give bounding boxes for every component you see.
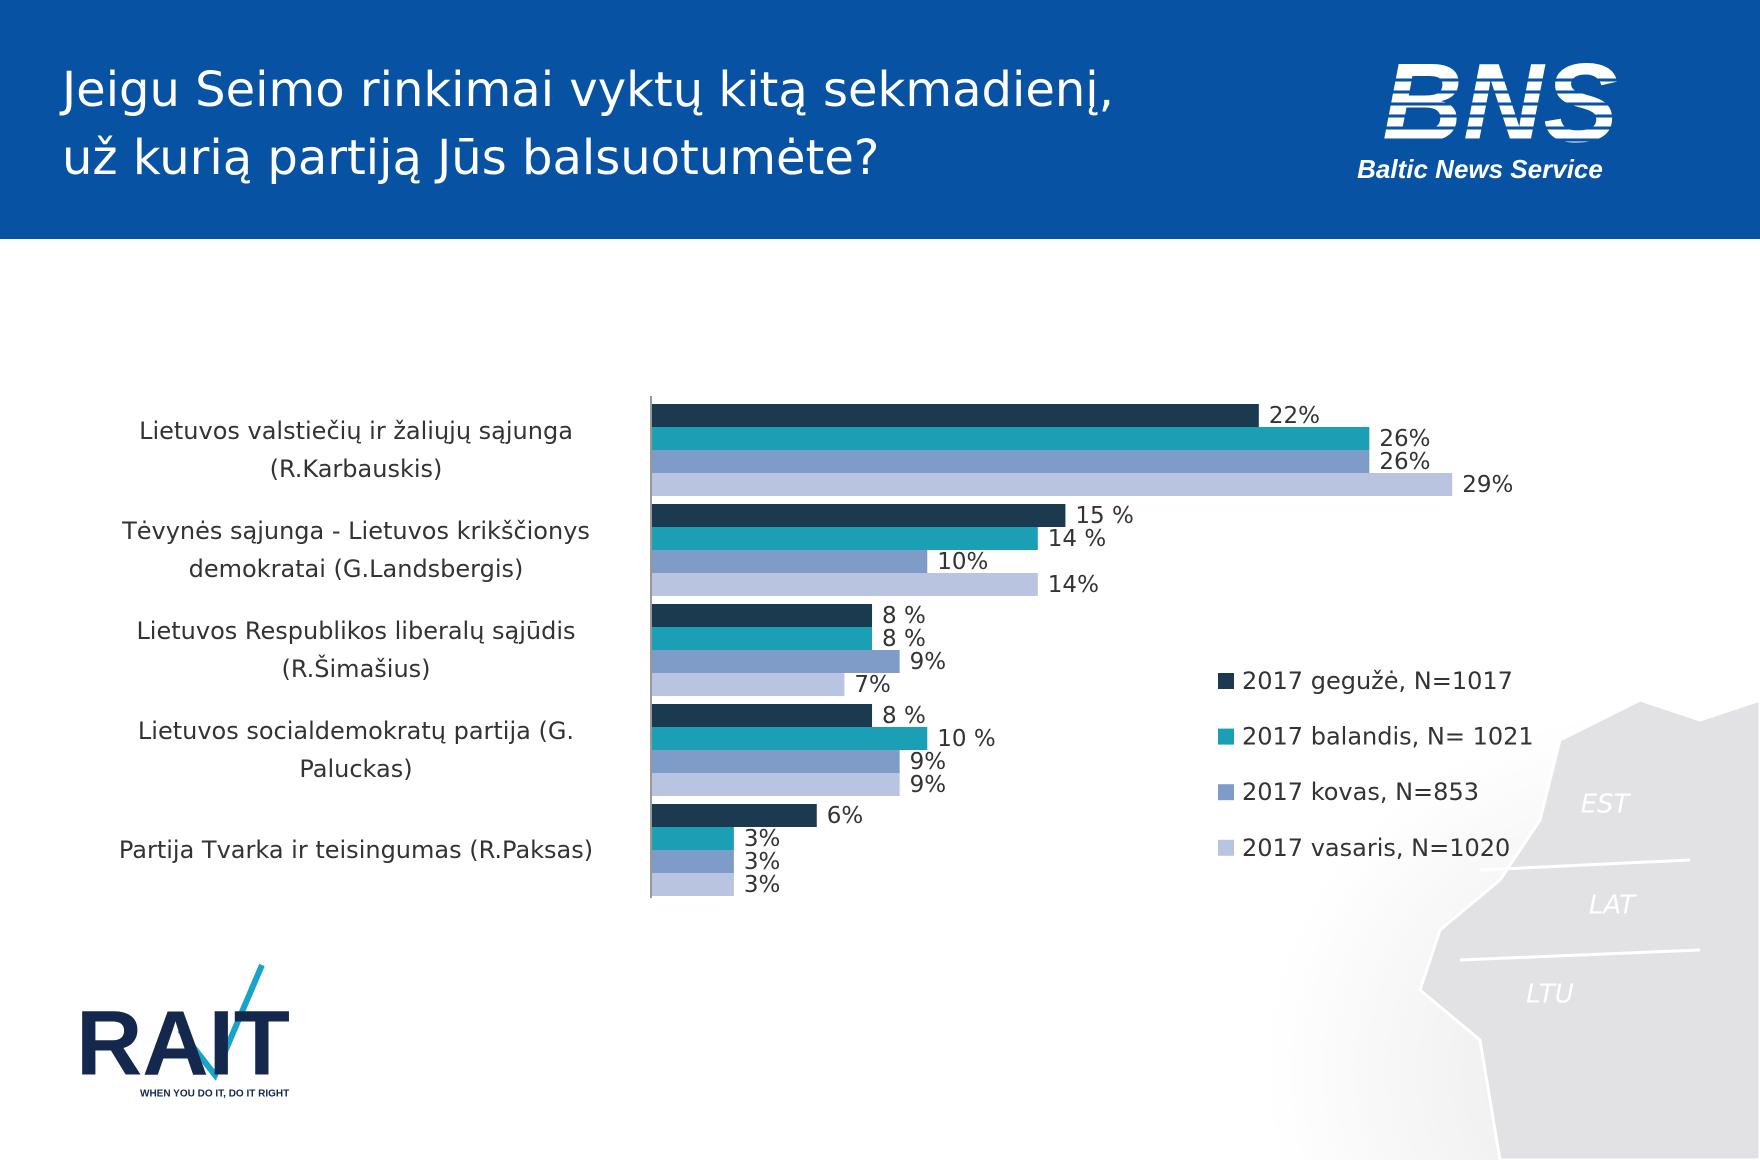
value-label: 6%: [827, 803, 864, 829]
value-label: 26%: [1379, 449, 1430, 475]
category-label: Tėvynės sąjunga - Lietuvos krikščionys d…: [122, 517, 590, 583]
legend-swatch: [1218, 728, 1234, 745]
category-label: Lietuvos valstiečių ir žaliųjų sąjunga (…: [139, 417, 573, 483]
logo-stripes: [1350, 78, 1650, 142]
value-label: 8 %: [882, 703, 926, 729]
bar: [651, 450, 1370, 473]
rait-tagline: WHEN YOU DO IT, DO IT RIGHT: [140, 1089, 289, 1100]
category-label: Lietuvos socialdemokratų partija (G. Pal…: [137, 717, 575, 783]
legend-label: 2017 gegužė, N=1017: [1242, 667, 1513, 695]
bar: [651, 827, 734, 850]
bar: [651, 404, 1259, 427]
bar: [651, 673, 845, 696]
bar: [651, 550, 928, 573]
map-label: LTU: [1526, 980, 1574, 1010]
legend-label: 2017 vasaris, N=1020: [1242, 834, 1510, 862]
bar: [651, 850, 734, 873]
bar: [651, 873, 734, 896]
value-label: 22%: [1269, 403, 1320, 429]
bar: [651, 573, 1038, 596]
value-label: 7%: [854, 672, 891, 698]
value-label: 14 %: [1048, 526, 1106, 552]
value-label: 10 %: [937, 726, 995, 752]
rait-check: [177, 963, 265, 1081]
value-label: 8 %: [882, 626, 926, 652]
legend-swatch: [1218, 839, 1234, 856]
bar: [651, 750, 900, 773]
value-label: 15 %: [1075, 503, 1133, 529]
value-label: 9%: [910, 749, 947, 775]
category-label: Partija Tvarka ir teisingumas (R.Paksas): [118, 836, 594, 864]
value-label: 3%: [744, 872, 781, 898]
title: Jeigu Seimo rinkimai vyktų kitą sekmadie…: [62, 62, 1114, 186]
bar: [651, 504, 1066, 527]
value-label: 8 %: [882, 603, 926, 629]
header-band: [0, 0, 1760, 239]
value-label: 29%: [1462, 472, 1513, 498]
bar: [651, 650, 900, 673]
legend-swatch: [1218, 784, 1234, 801]
bar: [651, 604, 873, 627]
bar: [651, 727, 928, 750]
map-label: EST: [1581, 790, 1632, 820]
value-label: 9%: [910, 772, 947, 798]
bar: [651, 427, 1370, 450]
category-label: Lietuvos Respublikos liberalų sąjūdis (R…: [136, 617, 576, 683]
bar: [651, 804, 817, 827]
bar: [651, 627, 873, 650]
value-label: 3%: [744, 826, 781, 852]
bar: [651, 473, 1453, 496]
bar: [651, 527, 1038, 550]
value-label: 14%: [1048, 572, 1099, 598]
legend-swatch: [1218, 673, 1234, 689]
value-label: 10%: [937, 549, 988, 575]
value-label: 26%: [1379, 426, 1430, 452]
value-label: 3%: [744, 849, 781, 875]
bar: [651, 704, 873, 727]
rait-logo: RAIT: [76, 992, 290, 1094]
legend-label: 2017 kovas, N=853: [1242, 778, 1479, 806]
legend-label: 2017 balandis, N= 1021: [1242, 723, 1534, 751]
value-label: 9%: [910, 649, 947, 675]
map-border: [1459, 858, 1701, 962]
map-label: LAT: [1589, 891, 1637, 921]
logo-caption: Baltic News Service: [1357, 154, 1603, 184]
bar: [651, 773, 900, 796]
